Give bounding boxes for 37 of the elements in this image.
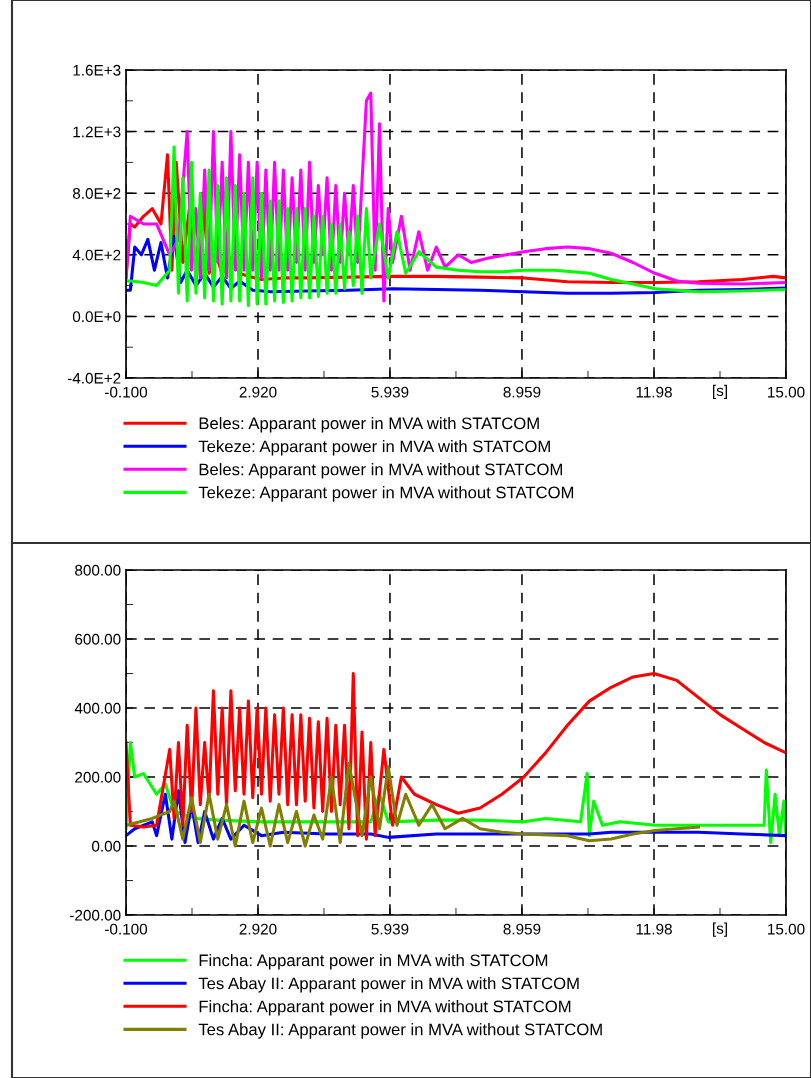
y-tick-label: 400.00 xyxy=(74,702,121,714)
x-tick-label: 2.920 xyxy=(239,386,277,398)
legend-label: Tekeze: Apparant power in MVA with STATCOM xyxy=(198,440,550,456)
legend-label: Fincha: Apparant power in MVA with STATCOM xyxy=(199,954,548,970)
x-tick-label: 8.959 xyxy=(503,923,541,935)
y-tick-label: 1.6E+3 xyxy=(73,64,121,76)
y-tick-label: -200.00 xyxy=(70,909,121,921)
y-tick-label: -4.0E+2 xyxy=(67,372,121,384)
legend-label: Tes Abay II: Apparant power in MVA with STATCOM xyxy=(198,977,579,993)
legend-label: Tes Abay II: Apparant power in MVA without STATCOM xyxy=(198,1023,602,1039)
legend-label: Fincha: Apparant power in MVA without STATCOM xyxy=(199,1000,571,1016)
x-tick-label: 11.98 xyxy=(636,386,672,398)
legend-label: Beles: Apparant power in MVA with STATCOM xyxy=(199,417,539,433)
y-tick-label: 0.0E+0 xyxy=(72,311,121,323)
x-axis-title: [s] xyxy=(713,384,727,400)
x-tick-label: -0.100 xyxy=(105,923,148,935)
x-tick-label: 15.00 xyxy=(768,923,805,935)
x-tick-label: 5.939 xyxy=(371,386,409,398)
y-tick-label: 4.0E+2 xyxy=(72,249,121,261)
line-series xyxy=(126,145,786,308)
y-tick-label: 1.2E+3 xyxy=(73,126,121,138)
y-tick-label: 8.0E+2 xyxy=(72,188,121,199)
legend-label: Beles: Apparant power in MVA without STATCOM xyxy=(199,463,562,479)
x-tick-label: -0.100 xyxy=(105,386,148,398)
x-tick-label: 2.920 xyxy=(239,923,277,935)
y-tick-label: 800.00 xyxy=(75,564,121,576)
x-tick-label: 11.98 xyxy=(636,923,672,935)
x-tick-label: 15.00 xyxy=(768,386,805,398)
x-axis-title: [s] xyxy=(713,922,727,937)
legend-label: Tekeze: Apparant power in MVA without STATCOM xyxy=(198,486,574,502)
line-series xyxy=(126,761,701,848)
line-series xyxy=(126,671,786,841)
x-tick-label: 5.939 xyxy=(371,923,409,935)
y-tick-label: 600.00 xyxy=(75,633,121,645)
x-tick-label: 8.959 xyxy=(503,386,541,398)
y-tick-label: 0.00 xyxy=(92,840,121,852)
y-tick-label: 200.00 xyxy=(75,771,121,783)
